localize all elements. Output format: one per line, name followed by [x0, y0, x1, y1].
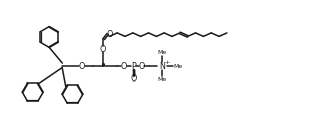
Text: Me: Me	[174, 63, 183, 69]
Text: O: O	[100, 45, 106, 54]
Text: Me: Me	[158, 50, 167, 55]
Text: O: O	[131, 74, 137, 83]
Text: N: N	[159, 62, 166, 70]
Text: P: P	[131, 62, 136, 70]
Text: O: O	[106, 30, 112, 39]
Text: O: O	[121, 62, 127, 70]
Text: Me: Me	[158, 77, 167, 82]
Text: +: +	[164, 60, 169, 65]
Text: O: O	[78, 62, 85, 70]
Text: ⁻: ⁻	[131, 78, 135, 87]
Text: O: O	[138, 62, 145, 70]
